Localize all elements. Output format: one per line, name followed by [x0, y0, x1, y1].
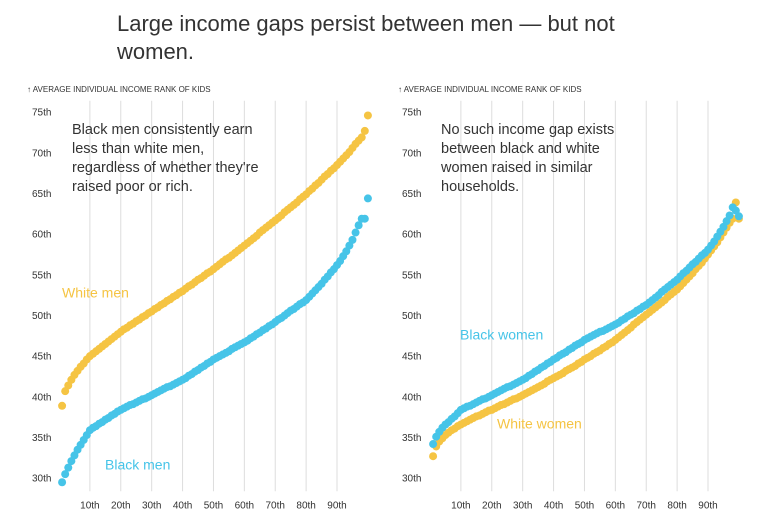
data-point [363, 111, 372, 120]
y-tick-label: 70th [402, 148, 421, 159]
data-point [354, 221, 363, 230]
series-label: Black women [460, 327, 543, 343]
x-tick-label: 70th [637, 501, 656, 512]
x-tick-label: 70th [266, 501, 285, 512]
y-tick-label: 45th [402, 352, 421, 363]
y-tick-label: 75th [32, 108, 51, 119]
x-tick-label: 40th [544, 501, 563, 512]
x-tick-label: 30th [142, 501, 161, 512]
x-tick-label: 80th [296, 501, 315, 512]
x-tick-label: 40th [173, 501, 192, 512]
y-tick-label: 50th [402, 311, 421, 322]
y-tick-label: 50th [32, 311, 51, 322]
annotation: Black men consistently earn less than wh… [72, 122, 259, 195]
y-tick-label: 30th [402, 474, 421, 485]
data-point [58, 401, 67, 410]
x-tick-label: 90th [327, 501, 346, 512]
annotation: No such income gap exists between black … [441, 122, 615, 195]
x-tick-label: 90th [698, 501, 717, 512]
data-point [429, 440, 438, 449]
axis-label: ↑ AVERAGE INDIVIDUAL INCOME RANK OF KIDS [27, 85, 211, 94]
x-tick-label: 50th [575, 501, 594, 512]
axis-label: ↑ AVERAGE INDIVIDUAL INCOME RANK OF KIDS [398, 85, 582, 94]
y-tick-label: 75th [402, 108, 421, 119]
y-tick-label: 55th [32, 270, 51, 281]
series-label: White men [62, 285, 129, 301]
x-tick-label: 60th [606, 501, 625, 512]
data-point [61, 470, 70, 479]
y-tick-label: 45th [32, 352, 51, 363]
x-tick-label: 10th [80, 501, 99, 512]
data-point [64, 463, 73, 472]
data-point [357, 133, 366, 142]
y-tick-label: 60th [32, 230, 51, 241]
data-point [58, 478, 67, 487]
x-tick-label: 80th [667, 501, 686, 512]
y-tick-label: 35th [402, 433, 421, 444]
data-point [725, 211, 734, 220]
data-point [348, 235, 357, 244]
y-tick-label: 40th [32, 392, 51, 403]
y-tick-label: 30th [32, 474, 51, 485]
data-point [734, 212, 743, 221]
x-tick-label: 20th [482, 501, 501, 512]
x-tick-label: 50th [204, 501, 223, 512]
data-point [360, 126, 369, 135]
series-label: White women [497, 416, 582, 432]
y-tick-label: 65th [32, 189, 51, 200]
y-tick-label: 65th [402, 189, 421, 200]
data-point [429, 452, 438, 461]
y-tick-label: 35th [32, 433, 51, 444]
data-point [360, 214, 369, 223]
page-title: Large income gaps persist between men — … [117, 11, 615, 64]
x-tick-label: 60th [235, 501, 254, 512]
y-tick-label: 55th [402, 270, 421, 281]
data-point [351, 228, 360, 237]
y-tick-label: 40th [402, 392, 421, 403]
y-tick-label: 60th [402, 230, 421, 241]
data-point [363, 194, 372, 203]
y-tick-label: 70th [32, 148, 51, 159]
x-tick-label: 20th [111, 501, 130, 512]
x-tick-label: 30th [513, 501, 532, 512]
x-tick-label: 10th [451, 501, 470, 512]
series-label: Black men [105, 457, 170, 473]
